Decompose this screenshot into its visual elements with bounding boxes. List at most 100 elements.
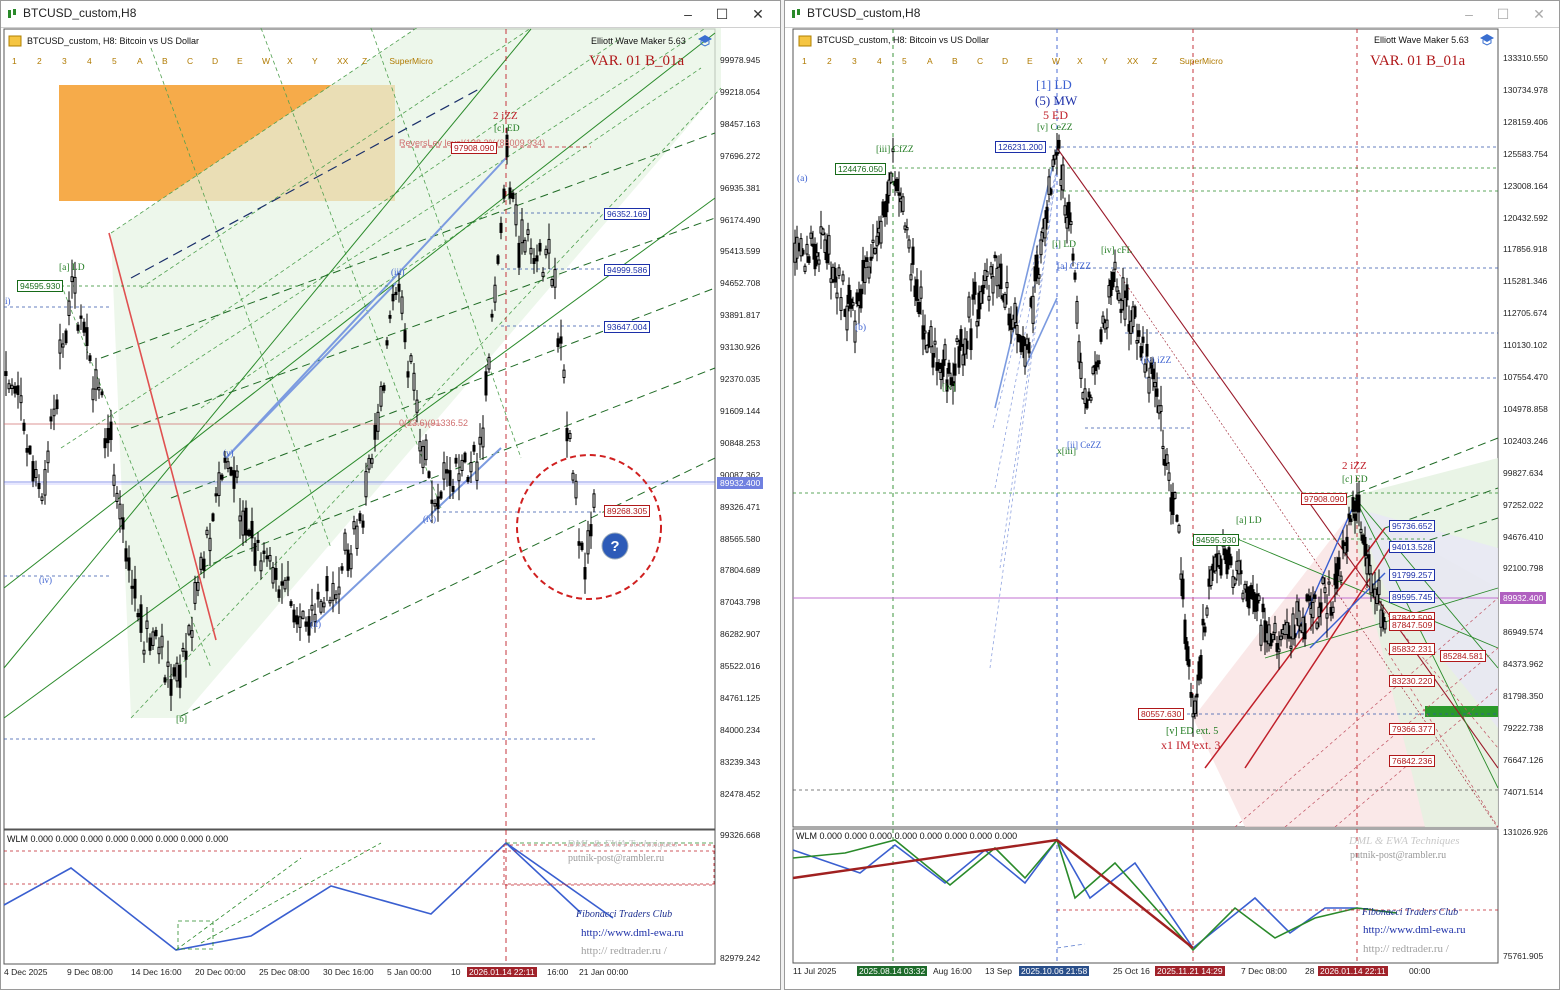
wave-btn-w[interactable]: W bbox=[1052, 56, 1061, 66]
maximize-button[interactable]: ☐ bbox=[1496, 6, 1510, 22]
wave-btn-5[interactable]: 5 bbox=[902, 56, 907, 66]
wave-btn-e[interactable]: E bbox=[237, 56, 243, 66]
candle-body bbox=[358, 513, 362, 522]
left-titlebar[interactable]: BTCUSD_custom,H8 – ☐ ✕ bbox=[1, 1, 780, 28]
wave-btn-w[interactable]: W bbox=[262, 56, 271, 66]
wave-btn-2[interactable]: 2 bbox=[827, 56, 832, 66]
candle-body bbox=[208, 537, 212, 552]
wave-btn-y[interactable]: Y bbox=[1102, 56, 1108, 66]
wave-btn-c[interactable]: C bbox=[187, 56, 194, 66]
right-target-7: 85832.231 bbox=[1389, 643, 1436, 655]
wave-label-vcezz: [v] CeZZ bbox=[1037, 123, 1073, 133]
wave-btn-4[interactable]: 4 bbox=[87, 56, 92, 66]
right-price-chart[interactable] bbox=[785, 28, 1560, 990]
right-wave-buttons[interactable]: 1 2 3 4 5 A B C D E W X Y XX Z SuperMicro bbox=[802, 56, 1223, 66]
wave-btn-x[interactable]: X bbox=[287, 56, 293, 66]
wave-btn-a[interactable]: A bbox=[927, 56, 933, 66]
wave-label-5mw: (5) MW bbox=[1035, 93, 1078, 108]
wave-btn-xx[interactable]: XX bbox=[337, 56, 349, 66]
candle-body bbox=[1349, 518, 1353, 522]
right-wlm-label: WLM 0.000 0.000 0.000 0.000 0.000 0.000 … bbox=[796, 831, 1018, 841]
close-button[interactable]: ✕ bbox=[1533, 6, 1545, 22]
left-sig-url2[interactable]: http:// redtrader.ru / bbox=[581, 945, 667, 957]
supermicro-button[interactable]: SuperMicro bbox=[389, 56, 433, 66]
candle-body bbox=[415, 399, 419, 413]
maximize-button[interactable]: ☐ bbox=[715, 6, 729, 22]
wave-btn-3[interactable]: 3 bbox=[62, 56, 67, 66]
right-chart-window[interactable]: BTCUSD_custom,H8 – ☐ ✕ bbox=[784, 0, 1560, 990]
wave-btn-z[interactable]: Z bbox=[362, 56, 368, 66]
wave-btn-a[interactable]: A bbox=[137, 56, 143, 66]
wave-btn-y[interactable]: Y bbox=[312, 56, 318, 66]
candle-body bbox=[532, 258, 536, 264]
candle-body bbox=[574, 480, 578, 499]
wave-btn-d[interactable]: D bbox=[1002, 56, 1009, 66]
right-sig-url2[interactable]: http:// redtrader.ru / bbox=[1363, 943, 1449, 955]
candle-body bbox=[139, 604, 143, 633]
candle-body bbox=[953, 363, 957, 376]
close-button[interactable]: ✕ bbox=[752, 6, 764, 22]
candle-body bbox=[19, 395, 23, 404]
wave-btn-d[interactable]: D bbox=[212, 56, 219, 66]
candle-body bbox=[1105, 319, 1109, 329]
wave-btn-e[interactable]: E bbox=[1027, 56, 1033, 66]
left-price-tick: 85522.016 bbox=[720, 661, 761, 672]
left-price-tick: 90087.362 bbox=[720, 469, 761, 480]
right-titlebar[interactable]: BTCUSD_custom,H8 – ☐ ✕ bbox=[785, 1, 1559, 28]
wave-label-iv-left: (iv) bbox=[39, 575, 52, 585]
wave-btn-4[interactable]: 4 bbox=[877, 56, 882, 66]
candle-body bbox=[911, 246, 915, 265]
wave-btn-x[interactable]: X bbox=[1077, 56, 1083, 66]
wave-label-b: (b) bbox=[855, 323, 867, 333]
candle-body bbox=[391, 293, 395, 302]
wave-label-ald: [a] LD bbox=[59, 263, 85, 273]
wave-btn-1[interactable]: 1 bbox=[802, 56, 807, 66]
minimize-button[interactable]: – bbox=[684, 6, 692, 22]
right-sig-dml: DML & EWA Techniques bbox=[1349, 835, 1460, 847]
candle-body bbox=[1335, 563, 1339, 589]
candle-body bbox=[10, 384, 14, 389]
candle-body bbox=[322, 602, 326, 608]
right-sig-url1[interactable]: http://www.dml-ewa.ru bbox=[1363, 924, 1466, 936]
wave-btn-3[interactable]: 3 bbox=[852, 56, 857, 66]
minimize-button[interactable]: – bbox=[1465, 6, 1473, 22]
candle-body bbox=[925, 344, 929, 353]
candle-body bbox=[304, 621, 308, 627]
wave-btn-z[interactable]: Z bbox=[1152, 56, 1158, 66]
left-time-9: 21 Jan 00:00 bbox=[579, 967, 629, 977]
graduation-cap-icon[interactable] bbox=[1479, 33, 1495, 46]
candle-body bbox=[1161, 445, 1165, 450]
candle-body bbox=[1145, 343, 1149, 357]
wave-btn-xx[interactable]: XX bbox=[1127, 56, 1139, 66]
left-chart-window[interactable]: BTCUSD_custom,H8 – ☐ ✕ bbox=[0, 0, 781, 990]
target-tag-2: 94999.586 bbox=[604, 264, 651, 276]
left-wave-buttons[interactable]: 1 2 3 4 5 A B C D E W X Y XX Z SuperMicro bbox=[12, 56, 433, 66]
candle-body bbox=[247, 529, 251, 536]
left-price-chart[interactable]: ? bbox=[1, 28, 781, 990]
candle-body bbox=[1149, 362, 1153, 369]
candle-body bbox=[1233, 578, 1237, 585]
candle-body bbox=[941, 359, 945, 377]
candle-body bbox=[1135, 339, 1139, 344]
price-tag-124476: 124476.050 bbox=[835, 163, 886, 175]
candle-body bbox=[121, 517, 125, 530]
right-price-tick: 81798.350 bbox=[1503, 691, 1544, 701]
candle-body bbox=[1147, 376, 1151, 394]
candle-body bbox=[394, 291, 398, 296]
left-sig-url1[interactable]: http://www.dml-ewa.ru bbox=[581, 927, 684, 939]
graduation-cap-icon[interactable] bbox=[697, 34, 713, 47]
wave-btn-2[interactable]: 2 bbox=[37, 56, 42, 66]
candle-body bbox=[22, 422, 26, 431]
wave-btn-b[interactable]: B bbox=[952, 56, 958, 66]
wave-btn-1[interactable]: 1 bbox=[12, 56, 17, 66]
candle-body bbox=[1269, 635, 1273, 647]
candle-body bbox=[1323, 587, 1327, 594]
candle-body bbox=[915, 279, 919, 301]
supermicro-button[interactable]: SuperMicro bbox=[1179, 56, 1223, 66]
wave-btn-b[interactable]: B bbox=[162, 56, 168, 66]
candle-body bbox=[271, 567, 275, 584]
left-price-tick: 99218.054 bbox=[720, 86, 761, 97]
candle-body bbox=[955, 338, 959, 343]
wave-btn-c[interactable]: C bbox=[977, 56, 984, 66]
wave-btn-5[interactable]: 5 bbox=[112, 56, 117, 66]
